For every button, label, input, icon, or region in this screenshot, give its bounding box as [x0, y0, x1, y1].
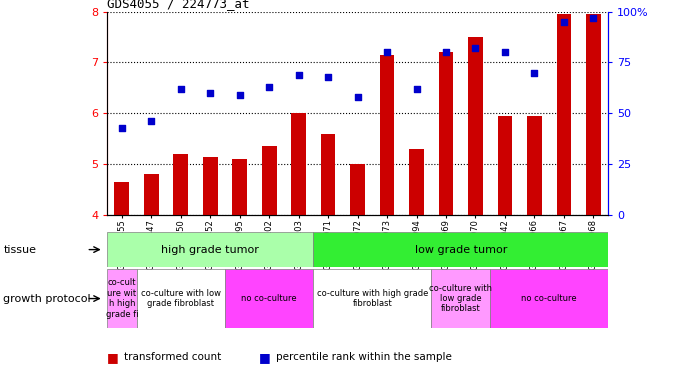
Bar: [409, 149, 424, 215]
Bar: [490, 269, 608, 328]
Bar: [379, 55, 395, 215]
Point: [176, 86, 187, 92]
Text: co-cult
ure wit
h high
grade fi: co-cult ure wit h high grade fi: [106, 278, 138, 319]
Text: no co-culture: no co-culture: [521, 294, 577, 303]
Text: high grade tumor: high grade tumor: [161, 245, 259, 255]
Point: [293, 71, 304, 78]
Text: percentile rank within the sample: percentile rank within the sample: [276, 352, 453, 362]
Bar: [137, 269, 225, 328]
Point: [588, 15, 599, 21]
Bar: [107, 269, 137, 328]
Text: co-culture with low
grade fibroblast: co-culture with low grade fibroblast: [141, 289, 221, 308]
Point: [146, 118, 157, 124]
Point: [558, 18, 569, 25]
Text: GDS4055 / 224773_at: GDS4055 / 224773_at: [107, 0, 249, 10]
Text: low grade tumor: low grade tumor: [415, 245, 507, 255]
Bar: [262, 146, 276, 215]
Bar: [556, 14, 571, 215]
Bar: [350, 164, 365, 215]
Bar: [173, 154, 188, 215]
Point: [264, 84, 275, 90]
Text: co-culture with high grade
fibroblast: co-culture with high grade fibroblast: [316, 289, 428, 308]
Point: [116, 124, 127, 131]
Text: growth protocol: growth protocol: [3, 293, 91, 304]
Bar: [314, 232, 608, 267]
Bar: [527, 116, 542, 215]
Text: tissue: tissue: [3, 245, 37, 255]
Bar: [439, 52, 453, 215]
Point: [411, 86, 422, 92]
Text: co-culture with
low grade
fibroblast: co-culture with low grade fibroblast: [429, 284, 492, 313]
Bar: [144, 174, 159, 215]
Point: [529, 70, 540, 76]
Point: [205, 90, 216, 96]
Bar: [225, 269, 314, 328]
Bar: [314, 269, 431, 328]
Bar: [586, 14, 600, 215]
Text: ■: ■: [259, 351, 271, 364]
Point: [352, 94, 363, 100]
Text: transformed count: transformed count: [124, 352, 222, 362]
Bar: [232, 159, 247, 215]
Point: [234, 92, 245, 98]
Bar: [107, 232, 314, 267]
Bar: [431, 269, 490, 328]
Bar: [321, 134, 336, 215]
Point: [500, 49, 511, 55]
Bar: [115, 182, 129, 215]
Bar: [292, 113, 306, 215]
Bar: [468, 37, 483, 215]
Point: [470, 45, 481, 51]
Bar: [203, 157, 218, 215]
Point: [323, 74, 334, 80]
Point: [381, 49, 392, 55]
Point: [440, 49, 451, 55]
Text: ■: ■: [107, 351, 119, 364]
Bar: [498, 116, 512, 215]
Text: no co-culture: no co-culture: [241, 294, 297, 303]
